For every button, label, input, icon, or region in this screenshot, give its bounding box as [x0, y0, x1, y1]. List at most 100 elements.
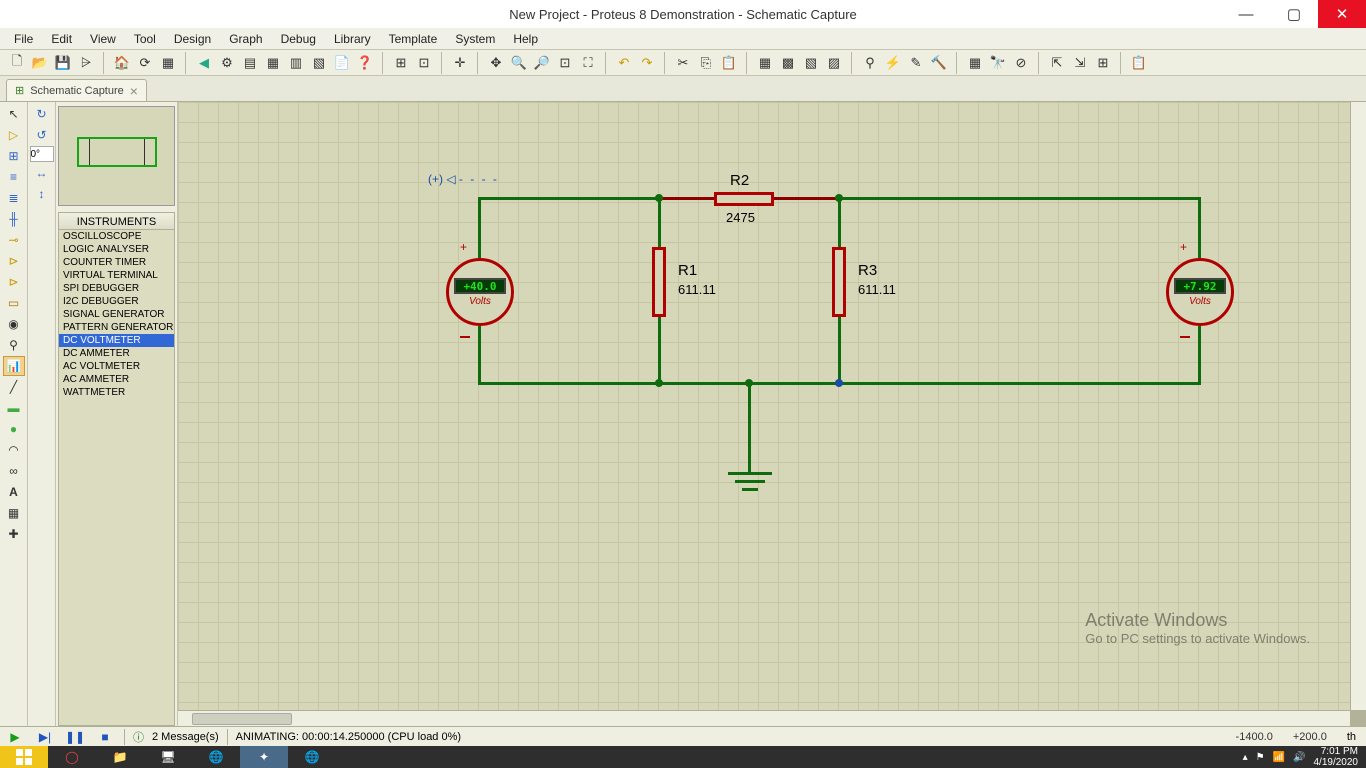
page-icon[interactable]: 📄 — [331, 52, 353, 74]
list-item[interactable]: DC AMMETER — [59, 347, 174, 360]
marker-tool-icon[interactable]: ✚ — [3, 524, 25, 544]
menu-help[interactable]: Help — [507, 30, 544, 48]
taskbar-app-proteus[interactable]: ✦ — [240, 746, 288, 768]
list-item[interactable]: COUNTER TIMER — [59, 256, 174, 269]
menu-file[interactable]: File — [8, 30, 39, 48]
undo-icon[interactable]: ↶ — [613, 52, 635, 74]
ground-symbol[interactable] — [728, 472, 772, 491]
tray-up-icon[interactable]: ▴ — [1243, 752, 1248, 763]
pan-icon[interactable]: ✥ — [485, 52, 507, 74]
doc4-icon[interactable]: ▧ — [308, 52, 330, 74]
redo-icon[interactable]: ↷ — [636, 52, 658, 74]
nav-back-icon[interactable]: ◀ — [193, 52, 215, 74]
tray-vol-icon[interactable]: 🔊 — [1293, 752, 1305, 763]
export2-icon[interactable]: ⇲ — [1069, 52, 1091, 74]
voltmeter-1[interactable]: +40.0 Volts — [446, 258, 514, 326]
tape-tool-icon[interactable]: ▭ — [3, 293, 25, 313]
probe-tool-icon[interactable]: ⚲ — [3, 335, 25, 355]
tool3-icon[interactable]: ✎ — [905, 52, 927, 74]
arc-tool-icon[interactable]: ◠ — [3, 440, 25, 460]
help-icon[interactable]: ❓ — [354, 52, 376, 74]
list-item[interactable]: AC AMMETER — [59, 373, 174, 386]
resistor-r1[interactable] — [652, 247, 666, 317]
doc2-icon[interactable]: ▦ — [262, 52, 284, 74]
tag-icon[interactable]: ⊘ — [1010, 52, 1032, 74]
path-tool-icon[interactable]: ∞ — [3, 461, 25, 481]
tool4-icon[interactable]: 🔨 — [928, 52, 950, 74]
gen-tool-icon[interactable]: ◉ — [3, 314, 25, 334]
rotate-cw-icon[interactable]: ↻ — [31, 104, 53, 124]
line-tool-icon[interactable]: ╱ — [3, 377, 25, 397]
tool1-icon[interactable]: ⚲ — [859, 52, 881, 74]
zoom-out-icon[interactable]: 🔎 — [531, 52, 553, 74]
menu-tool[interactable]: Tool — [128, 30, 162, 48]
list-item[interactable]: SPI DEBUGGER — [59, 282, 174, 295]
list-item[interactable]: LOGIC ANALYSER — [59, 243, 174, 256]
minimize-button[interactable]: — — [1222, 0, 1270, 28]
menu-graph[interactable]: Graph — [223, 30, 268, 48]
menu-edit[interactable]: Edit — [45, 30, 78, 48]
symbol-tool-icon[interactable]: ▦ — [3, 503, 25, 523]
zoom-area-icon[interactable]: ⛶ — [577, 52, 599, 74]
cut-icon[interactable]: ✂ — [672, 52, 694, 74]
taskbar-app-chrome2[interactable]: 🌐 — [288, 746, 336, 768]
label-tool-icon[interactable]: ⊞ — [3, 146, 25, 166]
taskbar-app-chrome1[interactable]: 🌐 — [192, 746, 240, 768]
pin-tool-icon[interactable]: ⊳ — [3, 251, 25, 271]
horizontal-scrollbar[interactable] — [178, 710, 1350, 726]
block3-icon[interactable]: ▧ — [800, 52, 822, 74]
zoom-in-icon[interactable]: 🔍 — [508, 52, 530, 74]
list-item[interactable]: DC VOLTMETER — [59, 334, 174, 347]
open-icon[interactable]: 📂 — [29, 52, 51, 74]
list-item[interactable]: AC VOLTMETER — [59, 360, 174, 373]
list-item[interactable]: VIRTUAL TERMINAL — [59, 269, 174, 282]
menu-template[interactable]: Template — [383, 30, 444, 48]
circle-tool-icon[interactable]: ● — [3, 419, 25, 439]
graph-tool-icon[interactable]: ⊳ — [3, 272, 25, 292]
grid-icon[interactable]: ⊡ — [413, 52, 435, 74]
play-button[interactable]: ▶ — [4, 729, 26, 745]
rotation-input[interactable] — [30, 146, 54, 162]
flip-v-icon[interactable]: ↕ — [31, 184, 53, 204]
system-tray[interactable]: ▴ ⚑ 📶 🔊 7:01 PM 4/19/2020 — [1243, 746, 1366, 768]
flip-h-icon[interactable]: ↔ — [31, 163, 53, 183]
menu-debug[interactable]: Debug — [275, 30, 322, 48]
close-button[interactable]: ✕ — [1318, 0, 1366, 28]
close-proj-icon[interactable]: ⩥ — [75, 52, 97, 74]
export1-icon[interactable]: ⇱ — [1046, 52, 1068, 74]
tray-flag-icon[interactable]: ⚑ — [1256, 752, 1265, 763]
snap-icon[interactable]: ⊞ — [390, 52, 412, 74]
bus-tool-icon[interactable]: ≣ — [3, 188, 25, 208]
taskbar-app-opera[interactable]: ◯ — [48, 746, 96, 768]
zoom-fit-icon[interactable]: ⊡ — [554, 52, 576, 74]
sub-tool-icon[interactable]: ╫ — [3, 209, 25, 229]
message-count[interactable]: 2 Message(s) — [152, 731, 219, 743]
box-tool-icon[interactable]: ▬ — [3, 398, 25, 418]
schematic-canvas[interactable]: R2 2475 R1 611.11 R3 611.11 +40.0 Volts … — [178, 102, 1350, 710]
save-icon[interactable]: 💾 — [52, 52, 74, 74]
stop-button[interactable]: ■ — [94, 729, 116, 745]
menu-view[interactable]: View — [84, 30, 122, 48]
report-icon[interactable]: 📋 — [1128, 52, 1150, 74]
find-icon[interactable]: 🔭 — [987, 52, 1009, 74]
taskbar-app-explorer[interactable]: 📁 — [96, 746, 144, 768]
paste-icon[interactable]: 📋 — [718, 52, 740, 74]
export3-icon[interactable]: ⊞ — [1092, 52, 1114, 74]
instrument-tool-icon[interactable]: 📊 — [3, 356, 25, 376]
menu-library[interactable]: Library — [328, 30, 377, 48]
pause-button[interactable]: ❚❚ — [64, 729, 86, 745]
doc1-icon[interactable]: ▤ — [239, 52, 261, 74]
step-button[interactable]: ▶| — [34, 729, 56, 745]
chip-icon[interactable]: ▦ — [157, 52, 179, 74]
block1-icon[interactable]: ▦ — [754, 52, 776, 74]
terminal-tool-icon[interactable]: ⊸ — [3, 230, 25, 250]
taskbar-app-desktop[interactable]: 🖥 — [144, 746, 192, 768]
list-item[interactable]: OSCILLOSCOPE — [59, 230, 174, 243]
new-icon[interactable]: 🗋 — [6, 52, 28, 74]
gear-icon[interactable]: ⚙ — [216, 52, 238, 74]
resistor-r3[interactable] — [832, 247, 846, 317]
menu-design[interactable]: Design — [168, 30, 217, 48]
resistor-r2[interactable] — [714, 192, 774, 206]
rotate-ccw-icon[interactable]: ↺ — [31, 125, 53, 145]
block4-icon[interactable]: ▨ — [823, 52, 845, 74]
